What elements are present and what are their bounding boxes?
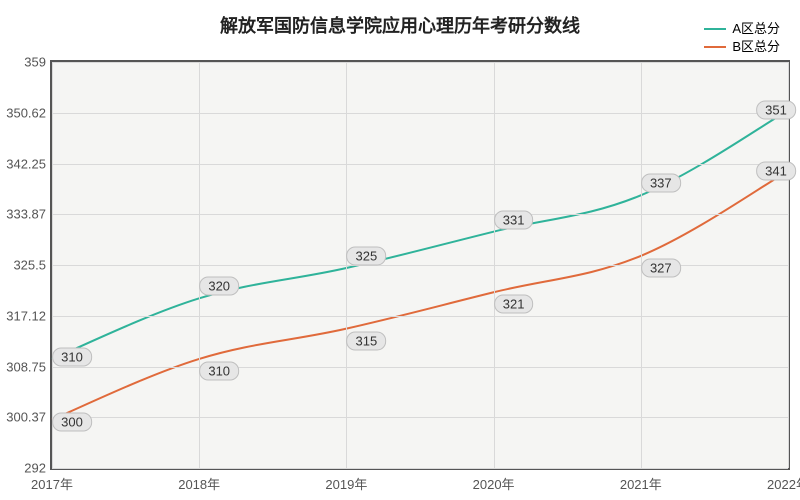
- grid-v: [52, 62, 53, 468]
- y-tick-label: 342.25: [6, 156, 46, 171]
- grid-h: [52, 468, 788, 469]
- grid-h: [52, 417, 788, 418]
- y-tick-label: 359: [24, 55, 46, 70]
- x-tick-label: 2021年: [620, 474, 662, 493]
- x-tick-label: 2020年: [473, 474, 515, 493]
- legend-item: B区总分: [704, 38, 780, 56]
- data-label: 300: [52, 412, 92, 431]
- y-tick-label: 308.75: [6, 359, 46, 374]
- chart-title: 解放军国防信息学院应用心理历年考研分数线: [0, 12, 800, 38]
- series-line-1: [52, 171, 788, 419]
- data-label: 331: [494, 210, 534, 229]
- data-label: 341: [756, 162, 796, 181]
- grid-h: [52, 316, 788, 317]
- legend-swatch: [704, 46, 726, 48]
- data-label: 310: [52, 347, 92, 366]
- grid-v: [346, 62, 347, 468]
- grid-h: [52, 214, 788, 215]
- grid-h: [52, 367, 788, 368]
- y-tick-label: 325.5: [13, 258, 46, 273]
- data-label: 325: [347, 247, 387, 266]
- x-tick-label: 2017年: [31, 474, 73, 493]
- series-line-0: [52, 110, 788, 358]
- grid-v: [788, 62, 789, 468]
- y-tick-label: 300.37: [6, 410, 46, 425]
- x-tick-label: 2019年: [325, 474, 367, 493]
- plot-area: 292300.37308.75317.12325.5333.87342.2535…: [50, 60, 790, 470]
- y-tick-label: 350.62: [6, 105, 46, 120]
- x-tick-label: 2018年: [178, 474, 220, 493]
- chart-container: 解放军国防信息学院应用心理历年考研分数线 A区总分B区总分 292300.373…: [0, 0, 800, 500]
- grid-h: [52, 62, 788, 63]
- data-label: 321: [494, 295, 534, 314]
- y-tick-label: 333.87: [6, 207, 46, 222]
- data-label: 351: [756, 101, 796, 120]
- legend: A区总分B区总分: [704, 20, 780, 56]
- data-label: 310: [199, 361, 239, 380]
- legend-item: A区总分: [704, 20, 780, 38]
- data-label: 320: [199, 277, 239, 296]
- grid-v: [494, 62, 495, 468]
- grid-h: [52, 113, 788, 114]
- data-label: 337: [641, 174, 681, 193]
- legend-label: A区总分: [732, 20, 780, 38]
- x-tick-label: 2022年: [767, 474, 800, 493]
- data-label: 315: [347, 331, 387, 350]
- grid-h: [52, 164, 788, 165]
- legend-label: B区总分: [732, 38, 780, 56]
- grid-v: [199, 62, 200, 468]
- y-tick-label: 317.12: [6, 308, 46, 323]
- legend-swatch: [704, 28, 726, 30]
- data-label: 327: [641, 258, 681, 277]
